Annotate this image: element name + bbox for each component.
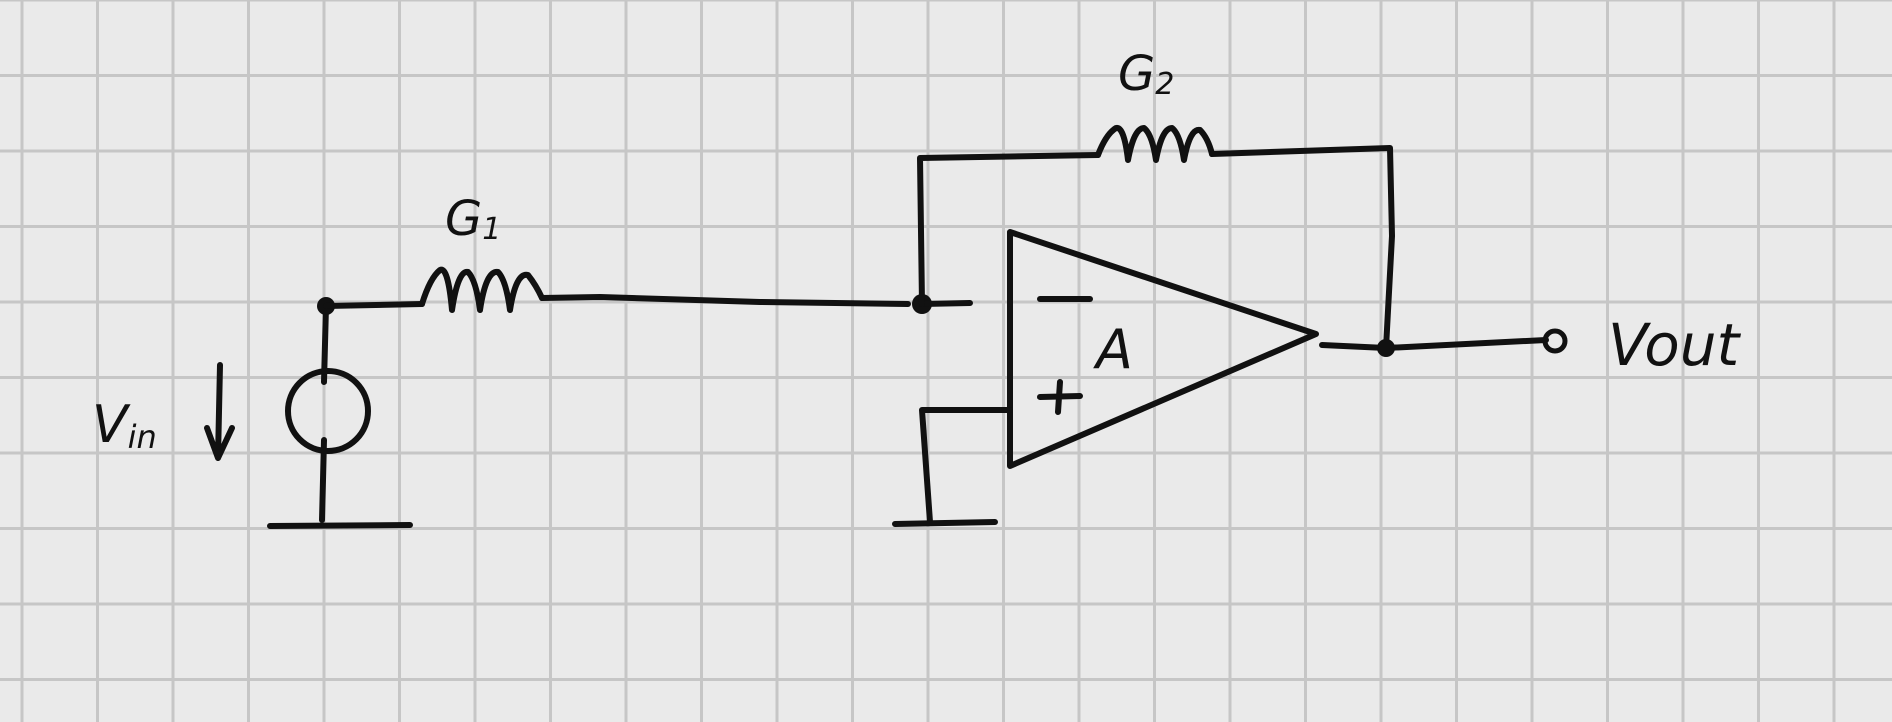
noninverting-input-wire bbox=[919, 407, 1013, 525]
feedback-wire-left bbox=[917, 152, 1101, 307]
opamp-gain-label: A bbox=[1093, 318, 1133, 381]
vin-label: Vin bbox=[92, 395, 157, 456]
g1-label: G1 bbox=[445, 191, 501, 247]
feedback-wire-right bbox=[1209, 145, 1395, 351]
g1-wire-left bbox=[323, 301, 425, 309]
voltage-source-circle bbox=[285, 368, 371, 454]
g2-resistor bbox=[1095, 124, 1215, 163]
noninverting-ground-symbol bbox=[892, 519, 998, 527]
inverting-input-wire bbox=[919, 300, 973, 307]
output-wire bbox=[1319, 337, 1549, 351]
input-ground-symbol bbox=[267, 522, 413, 529]
g1-resistor bbox=[419, 266, 545, 313]
opamp-triangle bbox=[1007, 229, 1319, 469]
g2-label: G2 bbox=[1118, 46, 1174, 102]
vin-direction-arrow bbox=[204, 362, 235, 461]
g1-wire-right bbox=[539, 294, 911, 307]
opamp-plus-sign bbox=[1037, 379, 1083, 415]
output-terminal bbox=[1542, 328, 1568, 354]
output-node-dot bbox=[1377, 339, 1395, 357]
vout-label: Vout bbox=[1608, 311, 1742, 379]
input-wire-vertical bbox=[319, 303, 329, 523]
